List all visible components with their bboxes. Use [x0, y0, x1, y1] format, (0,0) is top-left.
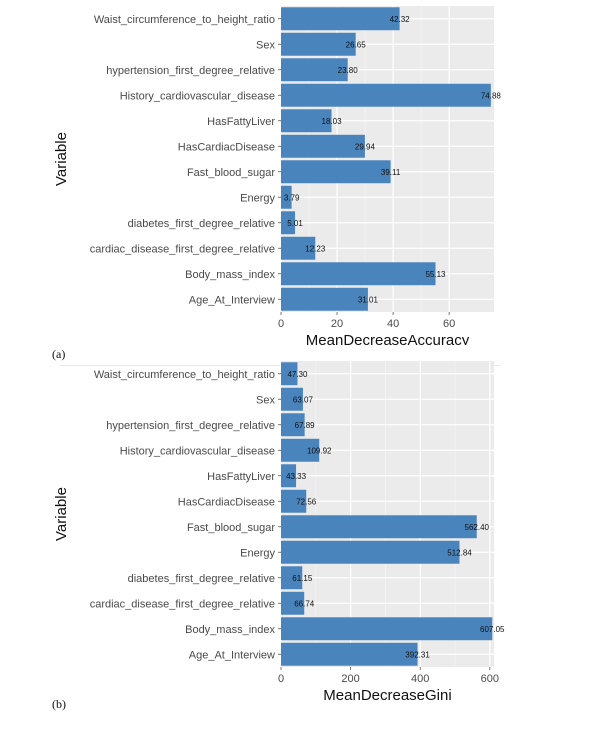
- bar-hypertension-first-degree-relative: [281, 413, 305, 437]
- category-label: Fast_blood_sugar: [187, 167, 275, 179]
- category-label: Body_mass_index: [185, 624, 275, 636]
- bar-value-label: 23.80: [338, 66, 359, 75]
- category-label: hypertension_first_degree_relative: [106, 65, 275, 77]
- category-label: Waist_circumference_to_height_ratio: [94, 14, 275, 26]
- bar-value-label: 5.01: [287, 219, 303, 228]
- plot-panel: [281, 6, 494, 312]
- bar-hascardiacdisease: [281, 489, 307, 513]
- category-label: Age_At_Interview: [189, 294, 275, 306]
- x-tick-label: 600: [481, 673, 499, 685]
- x-tick-label: 0: [278, 673, 284, 685]
- bar-value-label: 42.32: [390, 15, 411, 24]
- bar-value-label: 43.33: [286, 472, 307, 481]
- x-tick-label: 60: [443, 318, 455, 330]
- category-label: cardiac_disease_first_degree_relative: [90, 598, 275, 610]
- bar-hypertension-first-degree-relative: [281, 58, 348, 82]
- category-label: History_cardiovascular_disease: [120, 445, 275, 457]
- panel-tag-a: (a): [52, 347, 66, 361]
- bar-sex: [281, 387, 303, 411]
- bar-cardiac-disease-first-degree-relative: [281, 236, 316, 260]
- bar-waist-circumference-to-height-ratio: [281, 362, 298, 386]
- category-label: Sex: [256, 394, 275, 406]
- bar-value-label: 29.94: [355, 142, 376, 151]
- x-tick-label: 0: [278, 318, 284, 330]
- mean-decrease-accuracy-chart: 42.32 26.65 23.80 74.88 18.03 29.94 39.11 3.79 5…: [53, 6, 502, 345]
- bar-energy: [281, 185, 292, 209]
- bar-history-cardiovascular-disease: [281, 438, 320, 462]
- bar-diabetes-first-degree-relative: [281, 566, 303, 590]
- category-label: diabetes_first_degree_relative: [128, 573, 275, 585]
- bar-hascardiacdisease: [281, 134, 365, 158]
- bar-value-label: 512.84: [447, 548, 472, 557]
- bar-value-label: 55.13: [425, 270, 446, 279]
- category-label: Age_At_Interview: [189, 649, 275, 661]
- category-label: History_cardiovascular_disease: [120, 90, 275, 102]
- bar-value-label: 61.15: [292, 574, 313, 583]
- bar-value-label: 26.65: [346, 40, 367, 49]
- bar-value-label: 607.05: [480, 625, 505, 634]
- bar-value-label: 109.92: [307, 446, 332, 455]
- bar-value-label: 74.88: [481, 91, 502, 100]
- plot-panel: [281, 361, 494, 667]
- bar-history-cardiovascular-disease: [281, 83, 491, 107]
- category-label: diabetes_first_degree_relative: [128, 218, 275, 230]
- category-label: Body_mass_index: [185, 269, 275, 281]
- x-axis-title: MeanDecreaseAccuracy: [306, 332, 470, 345]
- bar-value-label: 72.56: [296, 497, 317, 506]
- bar-value-label: 67.89: [295, 421, 316, 430]
- bar-value-label: 63.07: [293, 395, 314, 404]
- x-tick-label: 400: [411, 673, 429, 685]
- bar-value-label: 562.40: [465, 523, 490, 532]
- category-label: HasFattyLiver: [207, 116, 275, 128]
- bar-value-label: 66.74: [294, 599, 315, 608]
- bar-value-label: 31.01: [358, 295, 379, 304]
- y-axis-title: Variable: [53, 487, 70, 541]
- x-axis-title: MeanDecreaseGini: [323, 687, 451, 700]
- category-label: Energy: [240, 547, 275, 559]
- bar-value-label: 47.30: [287, 370, 308, 379]
- bar-age-at-interview: [281, 287, 368, 311]
- bar-diabetes-first-degree-relative: [281, 211, 296, 235]
- category-label: Fast_blood_sugar: [187, 522, 275, 534]
- category-label: Energy: [240, 192, 275, 204]
- bar-fast-blood-sugar: [281, 515, 477, 539]
- bar-cardiac-disease-first-degree-relative: [281, 591, 305, 615]
- category-label: hypertension_first_degree_relative: [106, 420, 275, 432]
- bar-body-mass-index: [281, 262, 436, 286]
- bar-age-at-interview: [281, 642, 418, 666]
- x-tick-label: 200: [341, 673, 359, 685]
- bar-value-label: 12.23: [305, 244, 326, 253]
- bar-hasfattyliver: [281, 109, 332, 133]
- bar-value-label: 39.11: [381, 168, 401, 177]
- category-label: Waist_circumference_to_height_ratio: [94, 369, 275, 381]
- bar-hasfattyliver: [281, 464, 297, 488]
- bar-value-label: 392.31: [405, 650, 430, 659]
- mean-decrease-gini-chart: 47.30 63.07 67.89 109.92 43.33 72.56 562.40 512…: [53, 361, 505, 700]
- bar-sex: [281, 32, 356, 56]
- bar-fast-blood-sugar: [281, 160, 391, 184]
- y-axis-title: Variable: [53, 132, 70, 186]
- bar-value-label: 18.03: [322, 117, 343, 126]
- bar-waist-circumference-to-height-ratio: [281, 7, 400, 31]
- x-tick-label: 40: [387, 318, 399, 330]
- panel-divider: [60, 365, 500, 366]
- x-tick-label: 20: [331, 318, 343, 330]
- bar-value-label: 3.79: [284, 193, 300, 202]
- category-label: HasCardiacDisease: [178, 496, 275, 508]
- bar-body-mass-index: [281, 617, 493, 641]
- category-label: Sex: [256, 39, 275, 51]
- category-label: HasCardiacDisease: [178, 141, 275, 153]
- category-label: HasFattyLiver: [207, 471, 275, 483]
- category-label: cardiac_disease_first_degree_relative: [90, 243, 275, 255]
- panel-tag-b: (b): [52, 697, 66, 711]
- bar-energy: [281, 540, 460, 564]
